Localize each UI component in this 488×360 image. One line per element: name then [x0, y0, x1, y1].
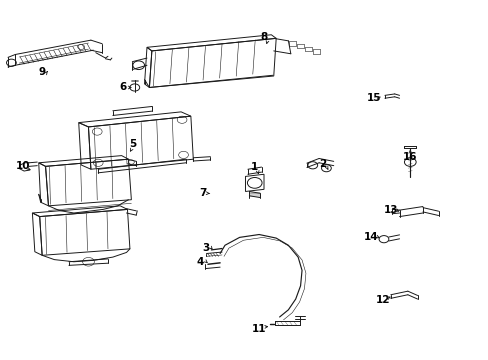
Text: 16: 16 [402, 152, 417, 162]
Text: 14: 14 [363, 232, 378, 242]
Text: 8: 8 [260, 32, 267, 41]
Text: 7: 7 [199, 188, 206, 198]
Text: 12: 12 [375, 295, 390, 305]
Text: 1: 1 [250, 162, 257, 172]
Text: 5: 5 [128, 139, 136, 149]
Text: 15: 15 [366, 93, 380, 103]
Text: 11: 11 [251, 324, 266, 334]
Text: 4: 4 [197, 257, 204, 267]
Text: 2: 2 [318, 159, 325, 169]
Text: 9: 9 [39, 67, 45, 77]
Text: 3: 3 [202, 243, 209, 253]
Text: 10: 10 [15, 161, 30, 171]
Text: 6: 6 [119, 82, 126, 92]
Text: 13: 13 [383, 206, 397, 216]
